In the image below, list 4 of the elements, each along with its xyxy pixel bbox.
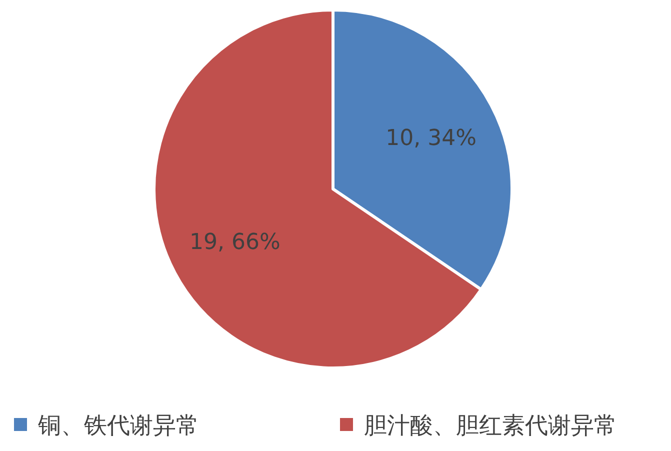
- data-label: 10, 34%: [386, 126, 476, 152]
- data-label: 19, 66%: [190, 230, 280, 255]
- legend-label: 铜、铁代谢异常: [37, 413, 199, 439]
- legend-label: 胆汁酸、胆红素代谢异常: [364, 413, 617, 439]
